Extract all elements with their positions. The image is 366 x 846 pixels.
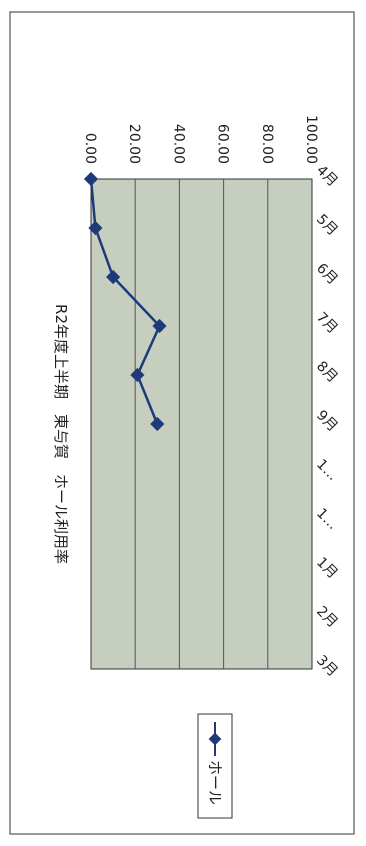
y-tick-label: 100.00	[303, 115, 319, 164]
plot-area	[90, 178, 313, 670]
legend: ホール	[197, 713, 233, 819]
y-tick-label: 60.00	[215, 124, 231, 164]
y-axis-tick-labels: 0.00 20.00 40.00 60.00 80.00 100.00	[82, 115, 319, 164]
y-tick-label: 0.00	[82, 133, 98, 164]
grid-lines	[134, 179, 269, 669]
data-point	[150, 416, 165, 432]
series-line	[89, 178, 161, 425]
y-tick-label: 80.00	[259, 124, 275, 164]
data-point	[152, 318, 167, 334]
y-tick-label: 20.00	[126, 124, 142, 164]
data-point	[106, 269, 121, 285]
y-tick-label: 40.00	[170, 124, 186, 164]
series-layer	[83, 171, 167, 432]
legend-box	[197, 713, 233, 819]
data-point	[130, 367, 145, 383]
data-point	[83, 171, 99, 187]
legend-label: ホール	[206, 760, 224, 805]
chart-title: R2年度上半期 東与賀 ホール利用率	[52, 304, 70, 564]
